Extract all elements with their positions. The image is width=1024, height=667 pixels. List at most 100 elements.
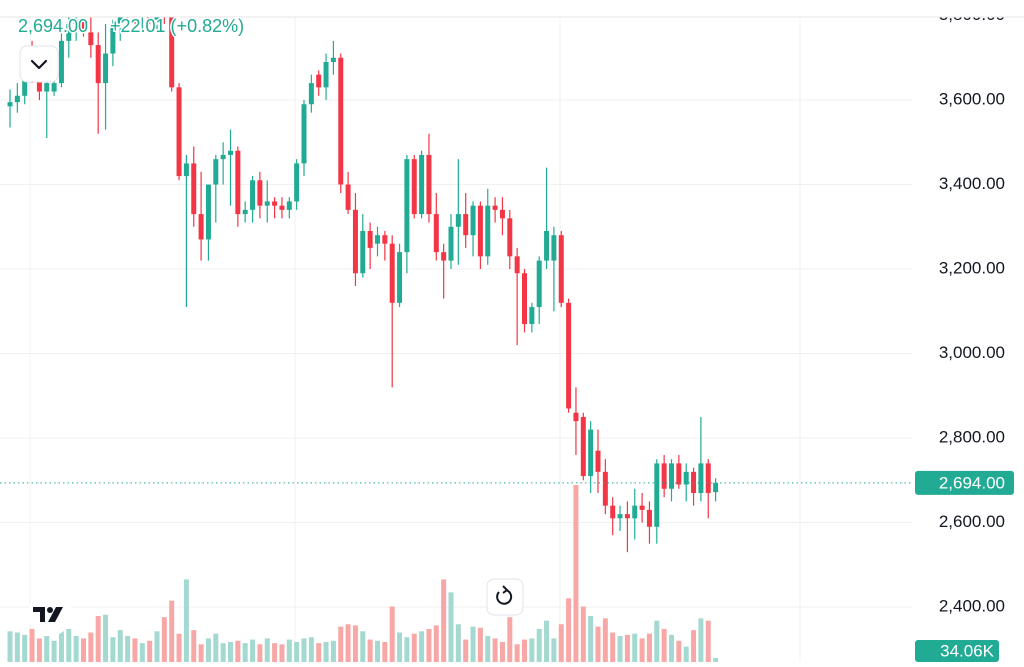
volume-bar: [455, 624, 461, 662]
volume-bar: [404, 637, 410, 662]
volume-bar: [433, 625, 439, 662]
candle-body: [279, 205, 285, 210]
candle-body: [58, 40, 64, 84]
volume-bar: [286, 639, 292, 662]
candle-body: [683, 471, 689, 485]
candle-body: [477, 205, 483, 257]
candle-body: [169, 17, 175, 88]
candle-body: [661, 463, 667, 489]
candle-body: [235, 150, 241, 215]
candle-body: [698, 463, 704, 493]
volume-bar: [639, 638, 645, 662]
volume-bar: [507, 617, 513, 662]
volume-bar: [110, 637, 116, 662]
candle-body: [389, 243, 395, 303]
volume-bar: [213, 633, 219, 662]
volume-bar: [264, 638, 270, 662]
volume-bar: [183, 579, 189, 662]
volume-bar: [228, 641, 233, 662]
volume-bar: [367, 639, 373, 662]
volume-bar: [683, 646, 689, 662]
volume-bar: [301, 638, 307, 662]
volume-bar: [36, 638, 42, 662]
candle-body: [705, 463, 711, 493]
candle-body: [551, 235, 557, 261]
volume-bar: [705, 620, 711, 662]
y-tick-label: 2,800.00: [939, 428, 1005, 447]
candle-body: [397, 252, 403, 303]
volume-bar: [602, 618, 608, 662]
reset-button-bg[interactable]: [486, 578, 524, 616]
volume-bar: [279, 644, 285, 662]
candle-body: [360, 231, 366, 274]
candle-body: [499, 209, 505, 219]
candle-body: [264, 201, 270, 206]
volume-bar: [499, 641, 505, 662]
candle-body: [44, 83, 50, 92]
candle-body: [213, 159, 219, 185]
volume-bar: [426, 628, 432, 662]
volume-bar: [66, 628, 72, 662]
volume-bar: [294, 641, 300, 662]
volume-bar: [117, 630, 123, 662]
candle-body: [147, 17, 153, 20]
volume-bar: [676, 640, 682, 662]
candle-body: [580, 416, 586, 477]
candle-body: [654, 463, 660, 527]
logo-bg[interactable]: [28, 592, 72, 636]
last-price-tag: [915, 470, 1014, 495]
y-tick-label: 3,200.00: [939, 259, 1005, 278]
collapse-button-bg[interactable]: [19, 45, 59, 83]
y-tick-label: 3,000.00: [939, 343, 1005, 362]
candle-body: [330, 57, 336, 62]
volume-bar: [573, 485, 579, 662]
candle-body: [669, 463, 674, 489]
logo[interactable]: [28, 592, 72, 636]
volume-bar: [352, 625, 358, 662]
candle-body: [51, 83, 57, 92]
reset-button[interactable]: [486, 578, 524, 616]
volume-bar: [161, 617, 167, 662]
candle-body: [308, 83, 314, 105]
candle-body: [88, 32, 94, 46]
volume-bar: [345, 624, 351, 662]
candle-body: [367, 231, 373, 248]
volume-bar: [661, 628, 667, 662]
volume-bar: [669, 634, 674, 662]
candle-body: [103, 53, 109, 84]
volume-bar: [250, 639, 256, 662]
volume-bar: [132, 638, 138, 662]
candle-body: [485, 205, 491, 257]
candle-body: [470, 205, 476, 236]
volume-bar: [338, 626, 344, 662]
candle-body: [602, 471, 608, 506]
volume-bar: [566, 598, 572, 662]
volume-bar: [125, 636, 131, 662]
candle-body: [529, 307, 535, 324]
candle-body: [301, 104, 307, 164]
volume-bar: [147, 640, 153, 662]
volume-bar: [419, 631, 425, 662]
volume-bar: [595, 626, 601, 662]
volume-bar: [470, 626, 476, 662]
logo-mark: [33, 607, 45, 622]
candle-body: [426, 154, 432, 215]
volume-bar: [95, 615, 101, 662]
volume-bar: [257, 644, 263, 662]
y-tick-label: 3,400.00: [939, 174, 1005, 193]
volume-bar: [154, 631, 160, 662]
reset-icon: [496, 589, 513, 605]
volume-bar: [22, 634, 28, 662]
candle-body: [345, 184, 351, 210]
candle-body: [272, 201, 278, 206]
collapse-button[interactable]: [19, 45, 59, 83]
volume-bar: [205, 638, 211, 662]
volume-bar: [382, 641, 388, 662]
volume-bar: [235, 640, 241, 662]
candle-body: [558, 235, 564, 303]
volume-bar: [698, 618, 704, 662]
volume-bar: [654, 620, 660, 662]
candle-body: [419, 154, 425, 215]
candle-body: [448, 226, 454, 261]
